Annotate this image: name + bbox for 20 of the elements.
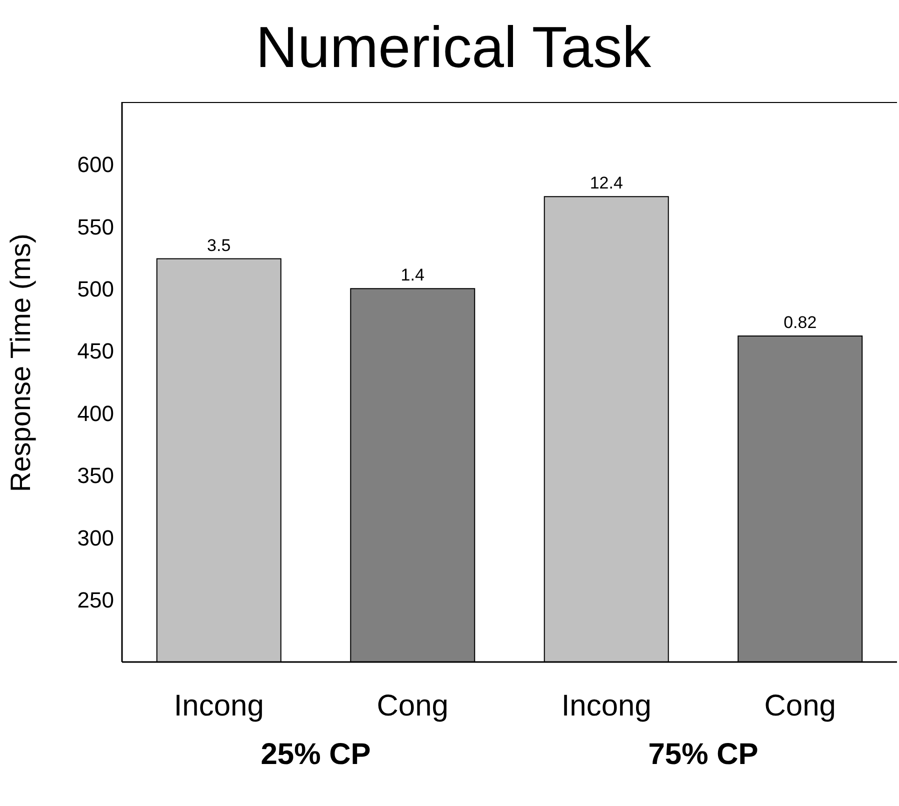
y-tick-label: 550	[77, 214, 114, 240]
x-tick-label: Cong	[376, 689, 448, 722]
x-tick-label: Cong	[764, 689, 836, 722]
y-tick-label: 400	[77, 400, 114, 426]
annotation: 3.5	[207, 236, 231, 255]
x-tick-label: Incong	[174, 689, 264, 722]
y-tick-label: 350	[77, 463, 114, 488]
annotation: 0.82	[784, 312, 817, 332]
text: 25% CP	[260, 738, 372, 772]
annotation: 12.4	[590, 174, 623, 193]
x-tick-label: Incong	[561, 689, 652, 722]
text: 75% CP	[647, 738, 760, 772]
y-axis-title: Response Time (ms)	[4, 234, 36, 492]
y-tick-label: 450	[77, 338, 114, 364]
chart-title: Numerical Task	[254, 14, 652, 82]
y-tick-label: 500	[77, 276, 114, 302]
y-tick-label: 250	[77, 588, 114, 613]
y-tick-label: 300	[77, 525, 114, 550]
y-tick-label: 600	[77, 152, 114, 178]
annotation: 1.4	[400, 266, 424, 285]
